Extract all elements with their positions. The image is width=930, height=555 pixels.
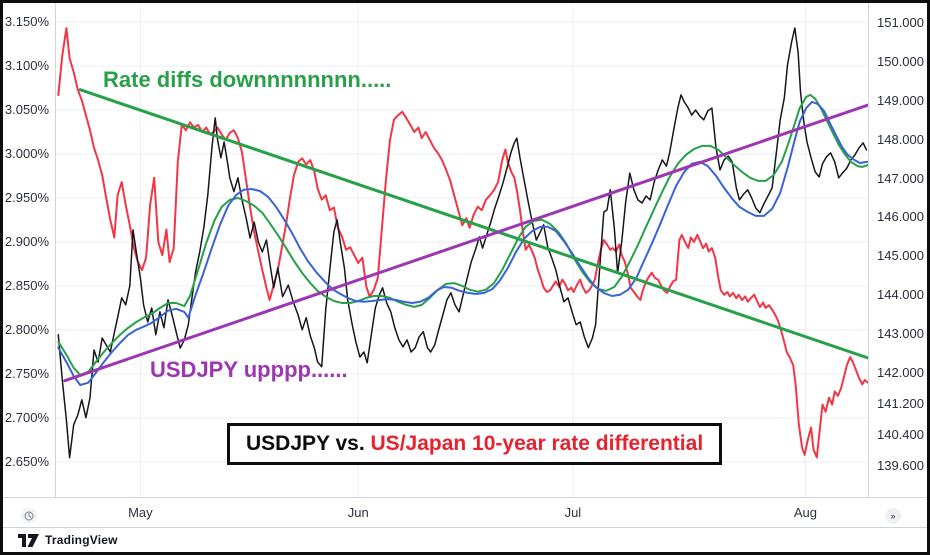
left-axis-tick: 2.800% xyxy=(4,321,49,337)
left-axis-tick: 2.700% xyxy=(4,409,49,425)
right-axis-tick: 148.000 xyxy=(877,131,924,147)
series-usdjpy-ma-fast xyxy=(57,93,868,376)
time-axis-label-jun: Jun xyxy=(347,505,369,520)
right-axis-tick: 144.000 xyxy=(877,287,924,303)
left-axis-tick: 3.000% xyxy=(4,145,49,161)
price-chart-svg xyxy=(55,3,868,497)
left-axis-tick: 2.650% xyxy=(4,453,49,469)
right-axis-border xyxy=(868,3,869,527)
right-axis-tick: 150.000 xyxy=(877,53,924,69)
right-axis-tick: 149.000 xyxy=(877,92,924,108)
tradingview-logo-text[interactable]: TradingView xyxy=(45,533,118,547)
right-axis-tick: 147.000 xyxy=(877,170,924,186)
chart-title-box[interactable]: USDJPY vs. US/Japan 10-year rate differe… xyxy=(227,423,723,465)
price-axis-right[interactable]: 151.000 150.000 149.000 148.000 147.000 146.0… xyxy=(869,3,927,497)
series-usdjpy-uptrend xyxy=(63,103,868,383)
left-axis-tick: 3.050% xyxy=(4,101,49,117)
tradingview-logo-icon[interactable] xyxy=(18,533,39,547)
left-axis-tick: 2.850% xyxy=(4,277,49,293)
right-axis-tick: 142.000 xyxy=(877,364,924,380)
scroll-to-recent-icon[interactable]: » xyxy=(885,508,901,524)
right-axis-tick: 141.200 xyxy=(877,396,924,412)
time-axis-label-jul: Jul xyxy=(564,505,582,520)
right-axis-tick: 145.000 xyxy=(877,248,924,264)
chart-title-black: USDJPY vs. xyxy=(246,432,371,455)
left-axis-tick: 3.100% xyxy=(4,57,49,73)
series-rate-diff-downtrend xyxy=(78,88,868,360)
left-axis-border xyxy=(55,3,56,527)
annotation-rate-diffs-text[interactable]: Rate diffs downnnnnnnn..... xyxy=(103,67,392,92)
right-axis-tick: 139.600 xyxy=(877,458,924,474)
left-axis-tick: 3.150% xyxy=(4,14,49,29)
price-axis-left[interactable]: 3.150% 3.100% 3.050% 3.000% 2.950% 2.900% 2.85… xyxy=(3,3,55,497)
time-axis-label-aug: Aug xyxy=(793,505,817,520)
left-axis-tick: 2.750% xyxy=(4,365,49,381)
time-axis-label-may: May xyxy=(128,505,153,520)
tradingview-mark xyxy=(18,533,39,547)
attribution-bar: TradingView xyxy=(3,527,927,552)
right-axis-tick: 151.000 xyxy=(877,14,924,30)
clock-glyph xyxy=(24,511,34,521)
annotation-usdjpy-text[interactable]: USDJPY upppp...... xyxy=(150,357,348,382)
series-usdjpy-ma-slow xyxy=(57,100,868,386)
right-axis-tick: 140.400 xyxy=(877,427,924,443)
left-axis-tick: 2.900% xyxy=(4,233,49,249)
right-axis-tick: 143.000 xyxy=(877,326,924,342)
chart-pane[interactable] xyxy=(55,3,868,497)
left-axis-tick: 2.950% xyxy=(4,189,49,205)
chart-title-red: US/Japan 10-year rate differential xyxy=(370,432,704,455)
right-axis-tick: 146.000 xyxy=(877,209,924,225)
time-axis[interactable]: May Jun Jul Aug xyxy=(3,497,927,527)
timezone-clock-icon[interactable] xyxy=(21,508,37,524)
